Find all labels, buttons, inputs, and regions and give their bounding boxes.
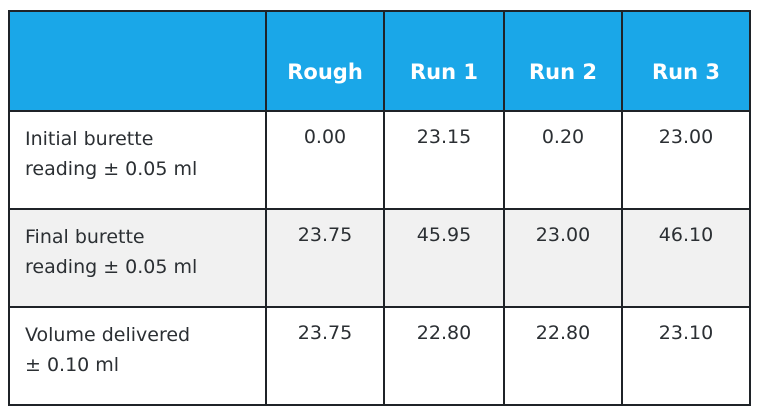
cell-initial-rough: 0.00 — [265, 110, 385, 210]
cell-final-run-1: 45.95 — [383, 208, 505, 308]
table-row-initial-reading: Initial burette reading ± 0.05 ml 0.00 2… — [8, 110, 751, 210]
row-label-initial-reading: Initial burette reading ± 0.05 ml — [8, 110, 267, 210]
cell-final-run-2: 23.00 — [503, 208, 623, 308]
row-label-volume-delivered: Volume delivered ± 0.10 ml — [8, 306, 267, 406]
cell-final-run-3: 46.10 — [621, 208, 751, 308]
cell-initial-run-2: 0.20 — [503, 110, 623, 210]
titration-results-table-container: Rough Run 1 Run 2 Run 3 Initial burette … — [8, 10, 751, 406]
cell-volume-run-3: 23.10 — [621, 306, 751, 406]
table-header-row: Rough Run 1 Run 2 Run 3 — [8, 10, 751, 112]
cell-volume-rough: 23.75 — [265, 306, 385, 406]
cell-volume-run-2: 22.80 — [503, 306, 623, 406]
row-label-line-1: Initial burette — [25, 128, 154, 150]
row-label-line-1: Volume delivered — [25, 324, 191, 346]
cell-initial-run-1: 23.15 — [383, 110, 505, 210]
row-label-line-2: reading ± 0.05 ml — [25, 256, 198, 278]
cell-final-rough: 23.75 — [265, 208, 385, 308]
header-run-1: Run 1 — [383, 10, 505, 112]
cell-initial-run-3: 23.00 — [621, 110, 751, 210]
titration-results-table: Rough Run 1 Run 2 Run 3 Initial burette … — [8, 10, 751, 406]
table-row-final-reading: Final burette reading ± 0.05 ml 23.75 45… — [8, 208, 751, 308]
header-run-2: Run 2 — [503, 10, 623, 112]
row-label-line-1: Final burette — [25, 226, 145, 248]
cell-volume-run-1: 22.80 — [383, 306, 505, 406]
header-run-3: Run 3 — [621, 10, 751, 112]
table-row-volume-delivered: Volume delivered ± 0.10 ml 23.75 22.80 2… — [8, 306, 751, 406]
row-label-line-2: reading ± 0.05 ml — [25, 158, 198, 180]
row-label-line-2: ± 0.10 ml — [25, 354, 120, 376]
row-label-final-reading: Final burette reading ± 0.05 ml — [8, 208, 267, 308]
header-corner-cell — [8, 10, 267, 112]
header-rough: Rough — [265, 10, 385, 112]
